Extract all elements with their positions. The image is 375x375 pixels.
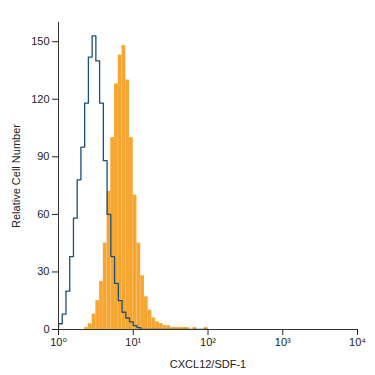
svg-text:90: 90 [37,150,49,162]
svg-text:0: 0 [43,323,49,335]
svg-text:10¹: 10¹ [125,336,141,348]
svg-text:10²: 10² [200,336,216,348]
svg-text:60: 60 [37,208,49,220]
svg-text:10³: 10³ [275,336,291,348]
svg-text:120: 120 [31,93,49,105]
svg-text:150: 150 [31,35,49,47]
svg-text:30: 30 [37,265,49,277]
svg-text:Relative Cell Number: Relative Cell Number [10,124,22,228]
svg-text:10⁰: 10⁰ [50,336,67,348]
svg-text:10⁴: 10⁴ [349,336,366,348]
svg-text:CXCL12/SDF-1: CXCL12/SDF-1 [170,358,246,370]
